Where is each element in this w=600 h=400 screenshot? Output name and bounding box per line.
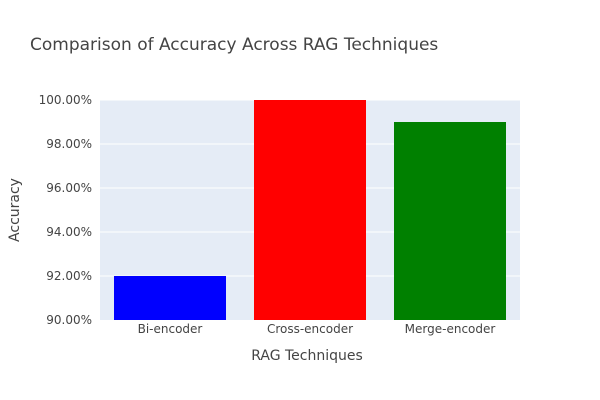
y-tick-label: 90.00% [46,313,92,327]
x-tick-label: Merge-encoder [405,322,496,336]
y-tick-label: 98.00% [46,137,92,151]
bar-bi-encoder[interactable] [114,276,226,320]
y-tick-label: 96.00% [46,181,92,195]
y-tick-label: 92.00% [46,269,92,283]
x-tick-label: Cross-encoder [267,322,353,336]
y-tick-labels: 90.00% 92.00% 94.00% 96.00% 98.00% 100.00% [39,93,92,327]
bar-merge-encoder[interactable] [394,122,506,320]
y-axis-label: Accuracy [7,178,23,242]
x-tick-labels: Bi-encoder Cross-encoder Merge-encoder [138,322,496,336]
bars [114,100,506,320]
y-tick-label: 100.00% [39,93,92,107]
y-tick-label: 94.00% [46,225,92,239]
bar-cross-encoder[interactable] [254,100,366,320]
x-axis-label: RAG Techniques [251,348,363,364]
chart-title: Comparison of Accuracy Across RAG Techni… [30,35,438,55]
x-tick-label: Bi-encoder [138,322,203,336]
